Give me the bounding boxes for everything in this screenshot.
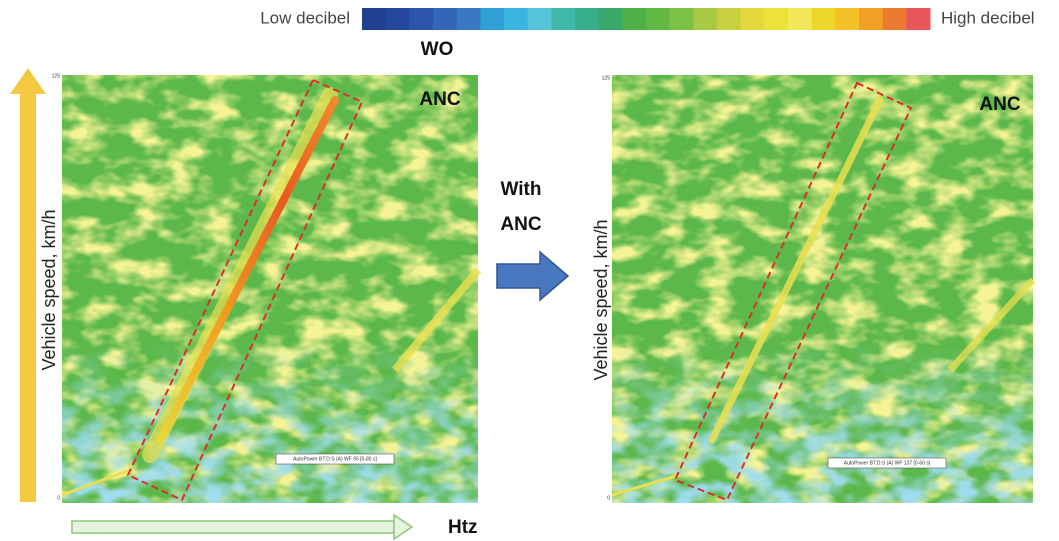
color-bar-cell xyxy=(717,8,741,30)
color-bar-cell xyxy=(551,8,575,30)
transition-line1: With xyxy=(501,179,542,200)
x-axis-label: Htz xyxy=(448,517,478,538)
color-bar-cell xyxy=(599,8,623,30)
color-bar-cell xyxy=(386,8,410,30)
color-bar-cell xyxy=(480,8,504,30)
low-label: Low decibel xyxy=(260,8,350,27)
color-bar-cell xyxy=(528,8,552,30)
high-label: High decibel xyxy=(941,8,1035,27)
color-bar-cell xyxy=(457,8,481,30)
color-bar-cell xyxy=(575,8,599,30)
color-bar-cell xyxy=(362,8,386,30)
color-bar-cell xyxy=(504,8,528,30)
y-top: 125 xyxy=(52,73,61,79)
panel-tag: ANC xyxy=(419,89,460,110)
color-bar-cell xyxy=(409,8,433,30)
y-top: 125 xyxy=(602,75,611,81)
transition-line2: ANC xyxy=(500,214,541,235)
legend-box: AutoPower BT:D:S (A) WF 137 [0-60 s] xyxy=(844,460,931,466)
color-bar-cell xyxy=(622,8,646,30)
y-bottom: 0 xyxy=(57,495,60,501)
figure: Low decibel High decibel WO AutoPower BT… xyxy=(0,0,1059,541)
panel-tag: ANC xyxy=(979,94,1020,115)
color-bar-cell xyxy=(646,8,670,30)
color-bar-cell xyxy=(741,8,765,30)
color-bar-cell xyxy=(670,8,694,30)
color-bar-cell xyxy=(883,8,907,30)
color-bar-cell xyxy=(835,8,859,30)
color-bar-cell xyxy=(764,8,788,30)
color-bar-cell xyxy=(433,8,457,30)
title: WO xyxy=(421,39,454,60)
color-bar-cell xyxy=(788,8,812,30)
legend-box: AutoPower BT:D:S (A) WF 95 [0-80 s] xyxy=(293,456,377,462)
y-axis-label: Vehicle speed, km/h xyxy=(39,209,59,370)
color-bar xyxy=(362,8,931,30)
color-bar-cell xyxy=(859,8,883,30)
color-bar-cell xyxy=(693,8,717,30)
transition-arrow xyxy=(497,252,568,300)
x-arrow xyxy=(72,515,412,539)
color-bar-cell xyxy=(812,8,836,30)
color-bar-cell xyxy=(906,8,930,30)
y-bottom: 0 xyxy=(607,495,610,501)
spectrogram-right xyxy=(612,75,1033,503)
spectrogram-left xyxy=(62,75,478,503)
y-axis-label: Vehicle speed, km/h xyxy=(591,219,611,380)
